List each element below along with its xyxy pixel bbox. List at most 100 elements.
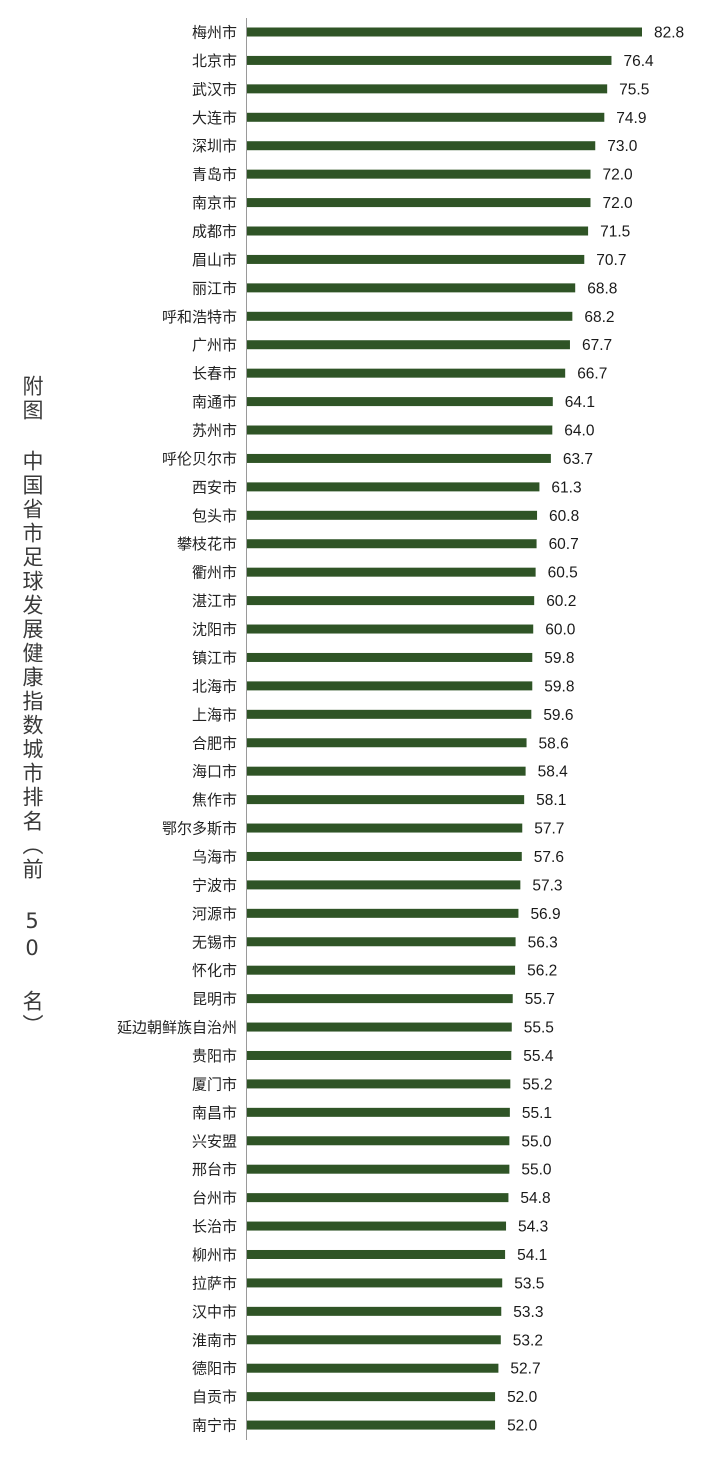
bar xyxy=(247,340,570,350)
category-label: 成都市 xyxy=(192,223,237,241)
category-label: 南通市 xyxy=(192,393,237,411)
category-label: 北京市 xyxy=(192,52,237,70)
category-label: 攀枝花市 xyxy=(177,535,237,553)
category-label: 衢州市 xyxy=(192,564,237,582)
category-label: 上海市 xyxy=(192,706,237,724)
category-label: 无锡市 xyxy=(192,933,237,951)
category-label: 镇江市 xyxy=(192,649,237,667)
bar xyxy=(247,397,553,407)
bar xyxy=(247,55,612,65)
value-label: 55.1 xyxy=(522,1105,552,1122)
value-label: 60.7 xyxy=(549,536,579,553)
value-label: 57.6 xyxy=(534,849,564,866)
bar xyxy=(247,1306,502,1316)
category-label: 宁波市 xyxy=(192,876,237,894)
bar xyxy=(247,141,596,151)
category-label: 延边朝鲜族自治州 xyxy=(117,1019,237,1037)
value-label: 54.1 xyxy=(517,1247,547,1264)
category-label: 汉中市 xyxy=(192,1303,237,1321)
value-label: 82.8 xyxy=(654,25,684,42)
category-label: 淮南市 xyxy=(192,1331,237,1349)
value-label: 70.7 xyxy=(596,252,626,269)
value-label: 58.1 xyxy=(536,792,566,809)
value-label: 64.1 xyxy=(565,394,595,411)
bar xyxy=(247,1278,503,1288)
bar xyxy=(247,1136,510,1146)
category-label: 德阳市 xyxy=(192,1360,237,1378)
bar xyxy=(247,567,536,577)
bar xyxy=(247,27,642,37)
bar xyxy=(247,1079,511,1089)
value-label: 72.0 xyxy=(602,167,633,184)
bar xyxy=(247,226,589,236)
value-label: 58.6 xyxy=(539,735,569,752)
category-label: 西安市 xyxy=(192,478,237,496)
value-label: 54.8 xyxy=(520,1190,550,1207)
category-label: 柳州市 xyxy=(192,1246,237,1264)
bar xyxy=(247,1107,510,1117)
value-label: 55.0 xyxy=(521,1162,552,1179)
category-label: 鄂尔多斯市 xyxy=(162,820,237,838)
category-label: 南宁市 xyxy=(192,1417,237,1435)
value-labels-group: 82.876.4 75.5 74.9 73.0 72.0 72.0 71.5 70.7 68.8… xyxy=(507,25,684,1435)
value-label: 52.7 xyxy=(510,1361,540,1378)
value-label: 60.5 xyxy=(548,565,578,582)
category-label: 深圳市 xyxy=(192,137,237,155)
category-label: 兴安盟 xyxy=(192,1132,237,1150)
category-label: 昆明市 xyxy=(192,990,237,1008)
bar xyxy=(247,198,591,208)
value-label: 56.3 xyxy=(528,934,558,951)
category-label: 沈阳市 xyxy=(192,621,237,639)
value-label: 64.0 xyxy=(564,423,595,440)
category-label: 河源市 xyxy=(192,905,237,923)
value-label: 75.5 xyxy=(619,81,649,98)
bar xyxy=(247,254,585,264)
bar xyxy=(247,283,576,293)
bar xyxy=(247,1022,512,1032)
bar xyxy=(247,994,513,1004)
category-label: 北海市 xyxy=(192,677,237,695)
bar xyxy=(247,596,535,606)
value-label: 55.5 xyxy=(524,1020,554,1037)
value-label: 52.0 xyxy=(507,1418,538,1435)
bar xyxy=(247,965,516,975)
category-label: 呼和浩特市 xyxy=(162,308,237,326)
category-label: 湛江市 xyxy=(192,592,237,610)
bar xyxy=(247,1335,501,1345)
value-label: 52.0 xyxy=(507,1389,538,1406)
bar xyxy=(247,311,573,321)
bar xyxy=(247,482,540,492)
bar xyxy=(247,539,537,549)
bar xyxy=(247,1249,506,1259)
value-label: 60.2 xyxy=(546,593,576,610)
category-label: 梅州市 xyxy=(192,24,237,42)
bar xyxy=(247,652,533,662)
category-label: 包头市 xyxy=(192,507,237,525)
category-label: 拉萨市 xyxy=(192,1274,237,1292)
value-label: 57.7 xyxy=(534,821,564,838)
category-label: 邢台市 xyxy=(192,1161,237,1179)
category-label: 长治市 xyxy=(192,1218,237,1236)
bar xyxy=(247,1221,507,1231)
value-label: 68.2 xyxy=(584,309,614,326)
category-label: 广州市 xyxy=(192,336,237,354)
value-label: 73.0 xyxy=(607,138,638,155)
value-label: 59.6 xyxy=(543,707,573,724)
bar xyxy=(247,112,605,122)
value-label: 55.0 xyxy=(521,1133,552,1150)
category-label: 厦门市 xyxy=(192,1075,237,1093)
value-label: 72.0 xyxy=(602,195,633,212)
bar xyxy=(247,908,519,918)
category-label: 焦作市 xyxy=(192,791,237,809)
bar xyxy=(247,453,551,463)
bar xyxy=(247,1050,512,1060)
value-label: 76.4 xyxy=(623,53,654,70)
bar xyxy=(247,1392,496,1402)
value-label: 53.3 xyxy=(513,1304,543,1321)
category-label: 自贡市 xyxy=(192,1388,237,1406)
bar xyxy=(247,937,516,947)
bar xyxy=(247,880,521,890)
value-label: 55.2 xyxy=(522,1076,552,1093)
value-label: 68.8 xyxy=(587,280,617,297)
